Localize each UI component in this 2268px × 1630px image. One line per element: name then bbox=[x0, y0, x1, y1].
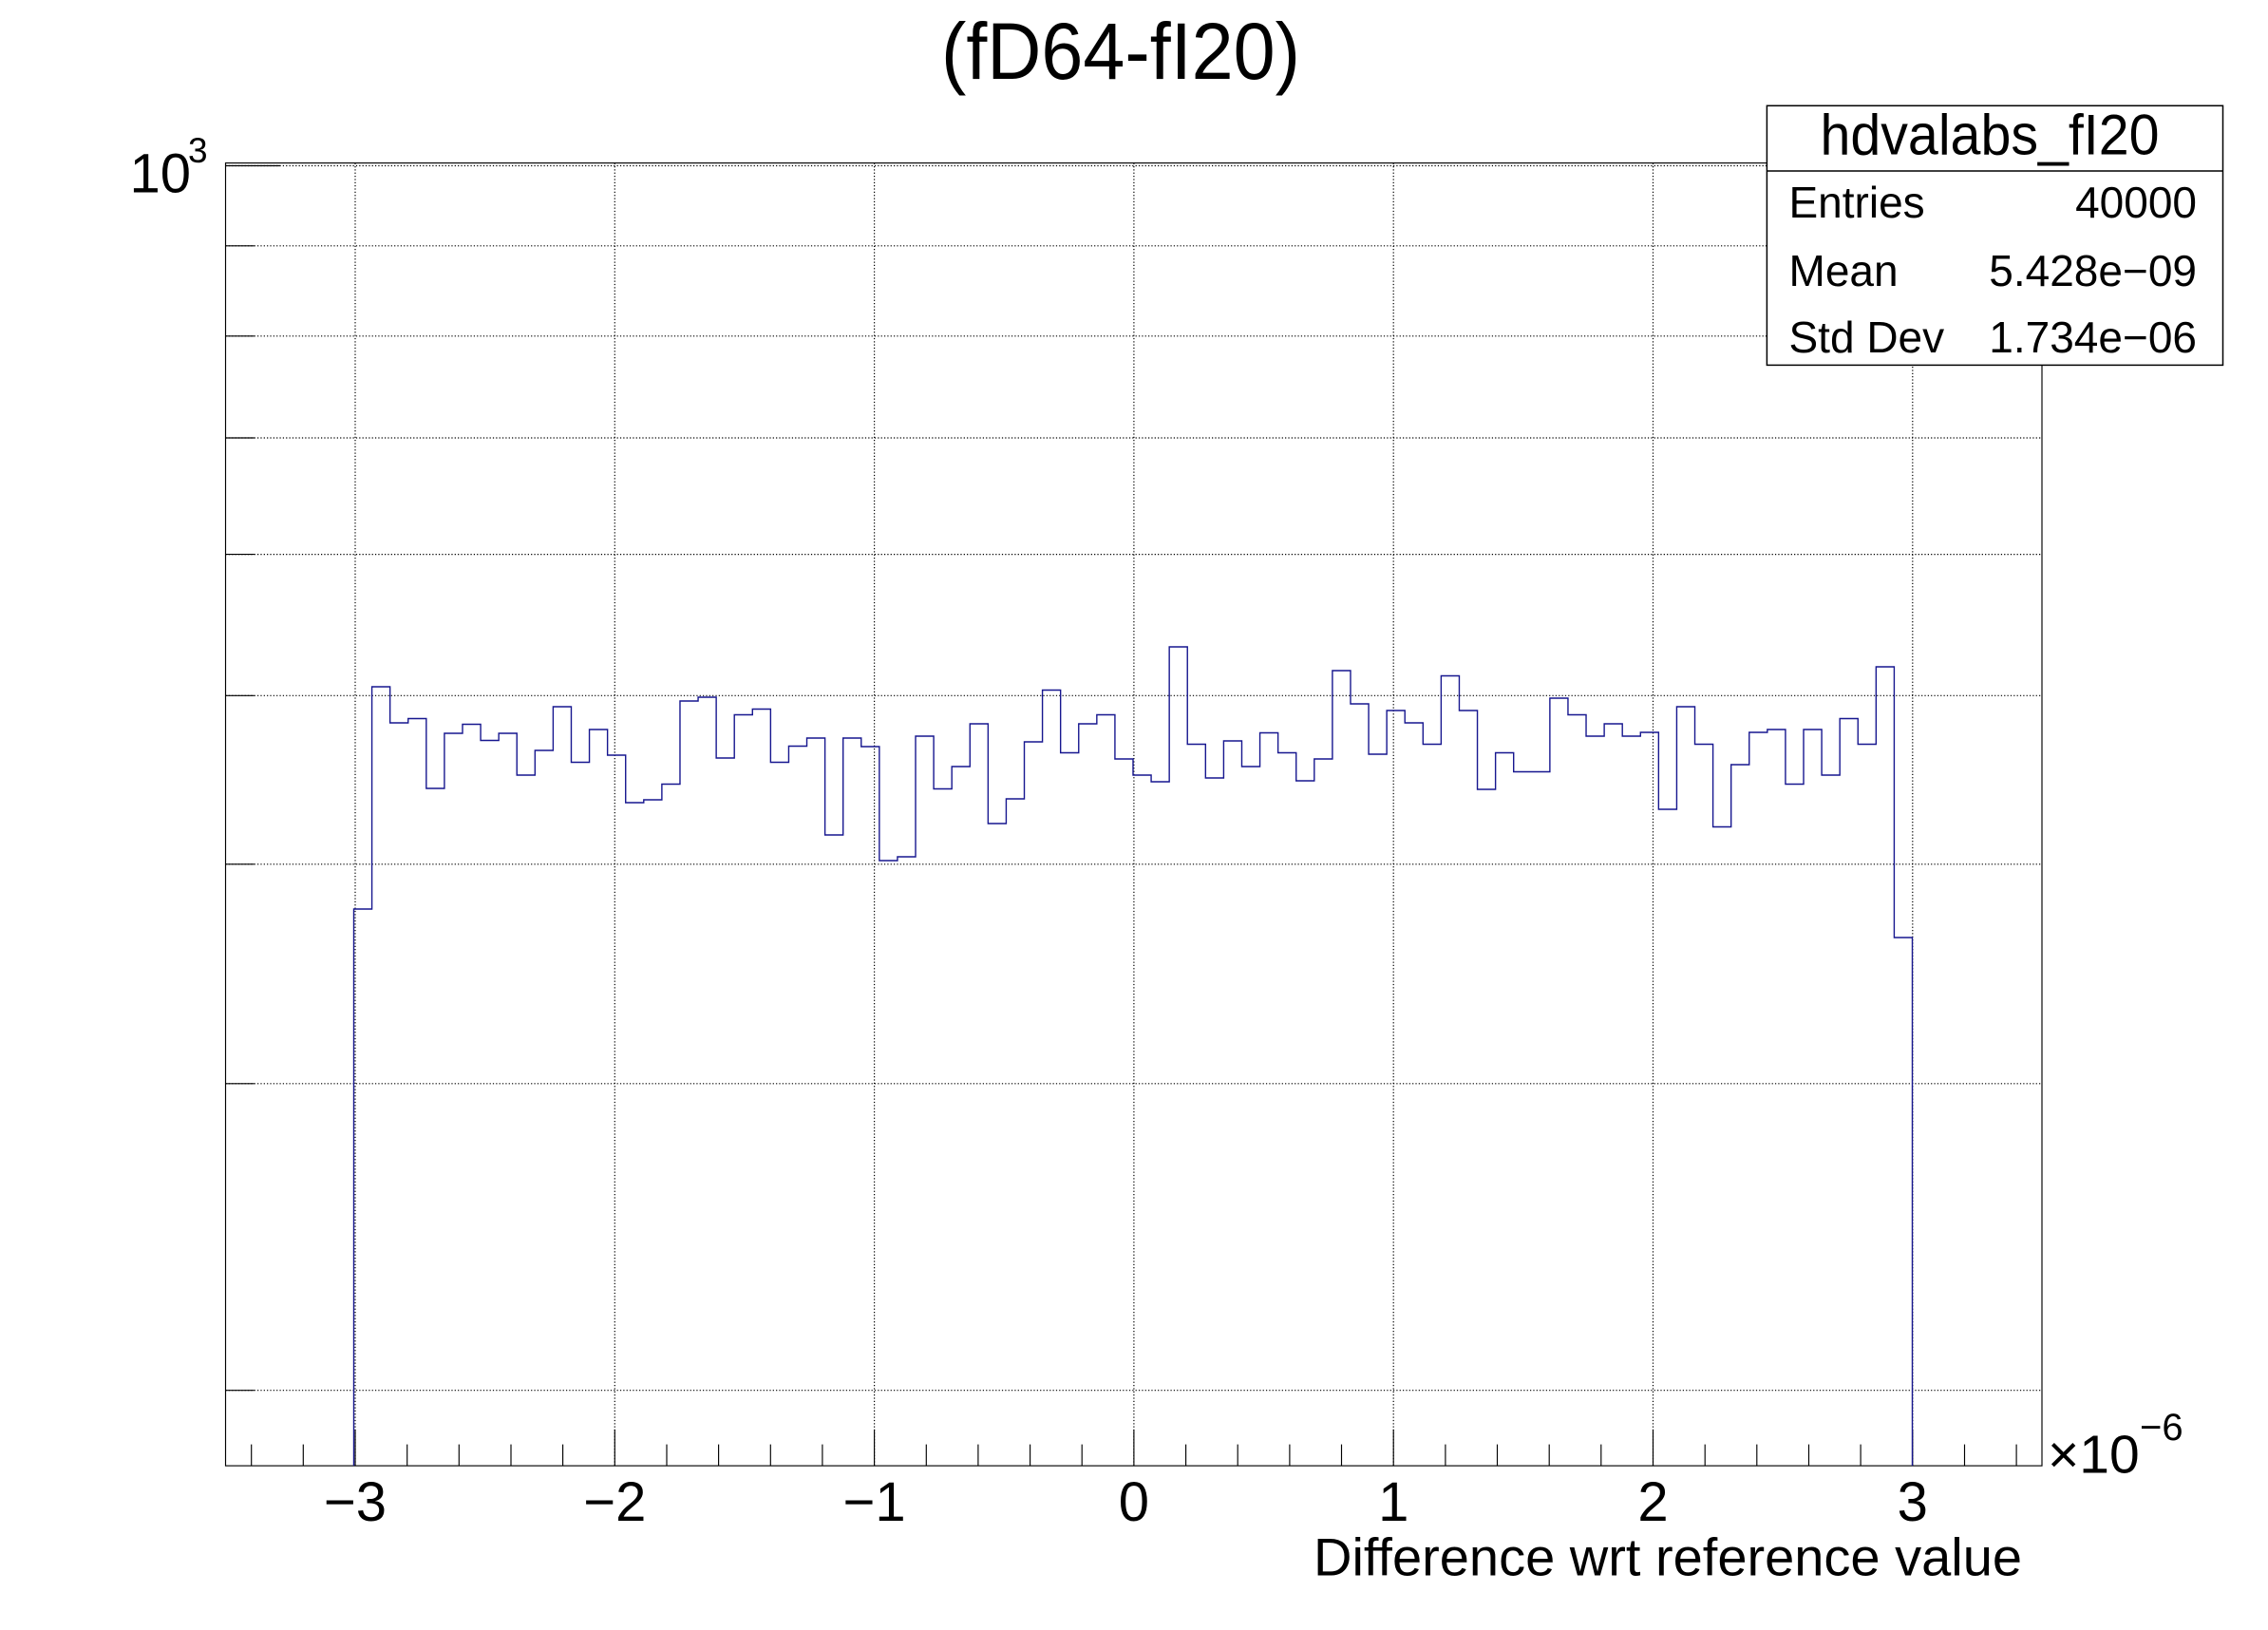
svg-text:3: 3 bbox=[1898, 1471, 1928, 1533]
svg-text:40000: 40000 bbox=[2075, 178, 2197, 227]
svg-text:Std Dev: Std Dev bbox=[1789, 313, 1945, 362]
svg-text:2: 2 bbox=[1637, 1471, 1668, 1533]
svg-text:−6: −6 bbox=[2140, 1407, 2183, 1449]
svg-text:1: 1 bbox=[1378, 1471, 1408, 1533]
svg-text:−2: −2 bbox=[583, 1471, 646, 1533]
svg-text:−3: −3 bbox=[324, 1471, 387, 1533]
svg-text:×10: ×10 bbox=[2048, 1425, 2140, 1486]
svg-text:10: 10 bbox=[130, 142, 192, 204]
svg-text:Entries: Entries bbox=[1789, 178, 1925, 227]
svg-text:0: 0 bbox=[1119, 1471, 1149, 1533]
svg-text:−1: −1 bbox=[843, 1471, 906, 1533]
svg-text:3: 3 bbox=[188, 131, 208, 170]
svg-text:Difference wrt reference value: Difference wrt reference value bbox=[1314, 1527, 2022, 1587]
svg-text:Mean: Mean bbox=[1789, 246, 1899, 295]
svg-text:1.734e−06: 1.734e−06 bbox=[1989, 313, 2197, 362]
svg-text:hdvalabs_fI20: hdvalabs_fI20 bbox=[1821, 103, 2160, 166]
svg-text:5.428e−09: 5.428e−09 bbox=[1989, 246, 2197, 295]
svg-text:(fD64-fI20): (fD64-fI20) bbox=[941, 7, 1300, 96]
